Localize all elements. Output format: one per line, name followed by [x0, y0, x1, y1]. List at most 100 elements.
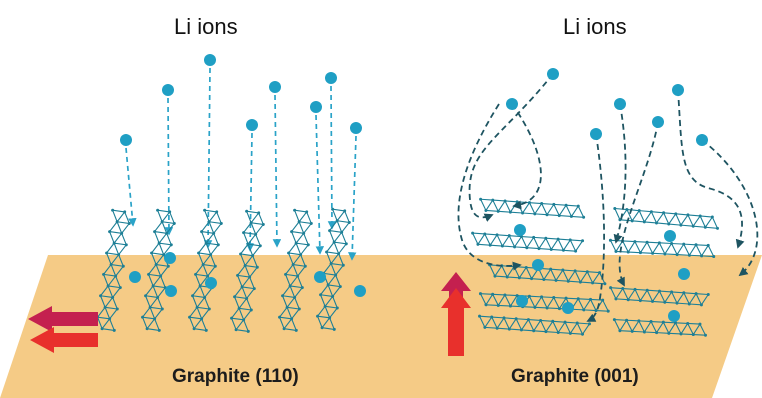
graphite-substrate — [0, 255, 762, 398]
basal-sheet-6 — [613, 206, 719, 230]
carbon-atom — [603, 282, 607, 286]
carbon-atom — [521, 211, 525, 215]
carbon-atom — [255, 265, 259, 269]
li-ions-label-left: Li ions — [174, 14, 238, 39]
carbon-atom — [204, 241, 208, 245]
carbon-atom — [582, 215, 586, 219]
carbon-atom — [209, 253, 213, 257]
carbon-atom — [206, 274, 210, 278]
ion-path-5 — [613, 103, 627, 244]
carbon-atom — [191, 294, 195, 298]
carbon-atom — [663, 300, 667, 304]
carbon-atom — [618, 329, 622, 333]
carbon-atom — [601, 298, 605, 302]
carbon-atom — [532, 329, 536, 333]
carbon-atom — [549, 267, 553, 271]
carbon-atom — [686, 321, 690, 325]
carbon-atom — [303, 264, 307, 268]
carbon-atom — [123, 210, 127, 214]
carbon-atom — [686, 213, 690, 217]
carbon-atom — [667, 222, 671, 226]
carbon-atom — [203, 295, 207, 299]
intercalated-li-ion — [205, 277, 217, 289]
carbon-atom — [682, 291, 686, 295]
ion-path-3 — [203, 67, 213, 249]
carbon-atom — [236, 273, 240, 277]
carbon-atom — [252, 287, 256, 291]
ion-path-1 — [468, 73, 554, 222]
li-ion-dot — [506, 98, 518, 110]
carbon-atom — [502, 316, 506, 320]
carbon-atom — [508, 210, 512, 214]
carbon-atom — [638, 299, 642, 303]
carbon-atom — [637, 319, 641, 323]
carbon-atom — [297, 220, 301, 224]
carbon-atom — [573, 269, 577, 273]
carbon-atom — [556, 331, 560, 335]
carbon-atom — [124, 243, 128, 247]
carbon-atom — [642, 220, 646, 224]
carbon-atom — [153, 317, 157, 321]
carbon-atom — [524, 265, 528, 269]
intercalated-li-ion — [354, 285, 366, 297]
basal-sheet-5 — [478, 314, 591, 336]
carbon-atom — [675, 301, 679, 305]
carbon-atom — [496, 303, 500, 307]
carbon-atom — [545, 213, 549, 217]
carbon-atom — [326, 283, 330, 287]
carbon-atom — [519, 328, 523, 332]
carbon-atom — [168, 210, 172, 214]
carbon-atom — [606, 309, 610, 313]
carbon-atom — [587, 322, 591, 326]
carbon-atom — [649, 320, 653, 324]
carbon-atom — [608, 238, 612, 242]
carbon-atom — [679, 332, 683, 336]
carbon-atom — [526, 318, 530, 322]
carbon-atom — [117, 253, 121, 257]
basal-sheet-2 — [471, 231, 585, 253]
carbon-atom — [625, 318, 629, 322]
carbon-atom — [517, 276, 521, 280]
carbon-atom — [115, 307, 119, 311]
carbon-atom — [245, 296, 249, 300]
carbon-atom — [651, 251, 655, 255]
basal-sheet-9 — [612, 318, 707, 337]
carbon-atom — [585, 270, 589, 274]
carbon-atom — [290, 230, 294, 234]
carbon-atom — [215, 210, 219, 214]
carbon-atom — [645, 288, 649, 292]
carbon-atom — [285, 305, 289, 309]
carbon-atom — [621, 287, 625, 291]
carbon-atom — [661, 320, 665, 324]
carbon-atom — [533, 305, 537, 309]
carbon-atom — [325, 250, 329, 254]
carbon-atom — [545, 306, 549, 310]
edge-plane-strip-3 — [188, 208, 223, 332]
carbon-atom — [662, 211, 666, 215]
carbon-atom — [328, 229, 332, 233]
carbon-atom — [297, 307, 301, 311]
carbon-atom — [194, 272, 198, 276]
graphene-bonds — [479, 315, 590, 335]
graphene-bonds — [614, 207, 718, 229]
carbon-atom — [332, 327, 336, 331]
carbon-atom — [121, 264, 125, 268]
carbon-atom — [197, 251, 201, 255]
carbon-atom — [694, 292, 698, 296]
carbon-atom — [530, 277, 534, 281]
carbon-atom — [207, 220, 211, 224]
graphene-bonds — [489, 264, 606, 285]
li-ion-dot — [204, 54, 216, 66]
carbon-atom — [157, 241, 161, 245]
carbon-atom — [561, 268, 565, 272]
carbon-atom — [120, 231, 124, 235]
carbon-atom — [552, 296, 556, 300]
li-ion-dot — [514, 224, 526, 236]
li-ion-dot — [678, 268, 690, 280]
carbon-atom — [288, 284, 292, 288]
carbon-atom — [513, 245, 517, 249]
carbon-atom — [192, 327, 196, 331]
carbon-atom — [248, 275, 252, 279]
carbon-atom — [508, 304, 512, 308]
carbon-atom — [242, 318, 246, 322]
